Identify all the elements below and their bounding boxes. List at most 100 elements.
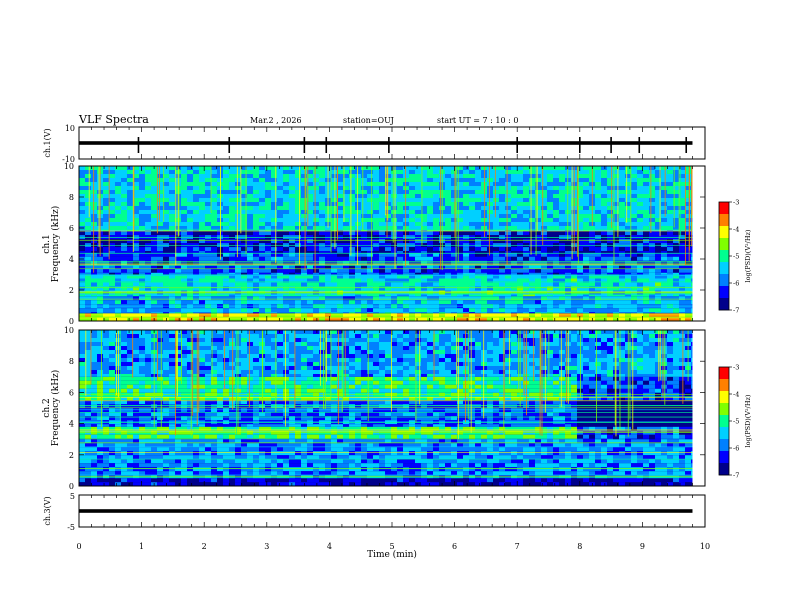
ch1-spec-cell — [463, 283, 469, 287]
ch1-spec-cell — [367, 295, 373, 297]
ch1-spec-cell — [397, 218, 403, 222]
ch1-spec-cell — [517, 206, 523, 210]
ch1-spec-cell — [265, 218, 271, 222]
ch1-spec-cell — [283, 308, 289, 312]
ch1-spec-cell — [583, 257, 589, 261]
ch1-spec-cell — [235, 275, 241, 279]
ch1-spec-cell — [229, 190, 235, 194]
ch1-spec-cell — [559, 214, 565, 218]
ch2-spec-cell — [661, 482, 667, 486]
ch1-spec-cell — [529, 273, 535, 275]
ch1-spec-cell — [121, 296, 127, 300]
ch1-spec-cell — [253, 308, 259, 312]
ch1-spec-cell — [637, 283, 643, 287]
ch1-spec-cell — [193, 178, 199, 182]
ch1-spec-cell — [541, 178, 547, 182]
ch1-spec-cell — [97, 312, 103, 313]
ch1-spec-cell — [229, 235, 235, 239]
ch1-spec-cell — [655, 308, 661, 312]
ch1-spec-cell — [187, 239, 193, 243]
ch1-spec-cell — [145, 170, 151, 174]
ch1-spec-cell — [481, 218, 487, 222]
ch1-spec-cell — [397, 273, 403, 275]
ch1-spec-cell — [373, 170, 379, 174]
ch1-spec-cell — [325, 247, 331, 251]
ch1-spec-cell — [223, 214, 229, 218]
ch2-spec-cell — [127, 478, 133, 482]
ch2-spec-cell — [301, 478, 307, 482]
ch1-spec-cell — [409, 214, 415, 218]
ch1-spec-cell — [355, 308, 361, 312]
ch1-spec-cell — [301, 283, 307, 287]
ch1-spec-cell — [259, 235, 265, 239]
ch1-spec-cell — [157, 210, 163, 214]
ch1-spec-cell — [523, 269, 529, 273]
ch1-spec-cell — [415, 178, 421, 182]
ch1-spec-cell — [649, 170, 655, 174]
ch1-spec-cell — [139, 194, 145, 198]
ch1-spec-cell — [343, 269, 349, 273]
ch1-spec-cell — [547, 235, 553, 239]
ch1-spec-cell — [595, 235, 601, 239]
ch1-spec-cell — [487, 231, 493, 235]
ch1-spec-cell — [643, 182, 649, 186]
ch1-spec-cell — [193, 194, 199, 198]
ch1-spec-cell — [637, 194, 643, 198]
ch2-spec-cell — [505, 478, 511, 482]
ch1-spec-ytick-label: 4 — [69, 255, 74, 264]
ch1-spec-cell — [313, 231, 319, 235]
ch1-spec-cell — [469, 174, 475, 178]
ch1-spec-cell — [271, 296, 277, 300]
ch1-spec-cell — [361, 218, 367, 222]
ch1-spec-cell — [559, 295, 565, 297]
ch2-spec-cell — [223, 482, 229, 486]
ch1-spec-cell — [433, 295, 439, 297]
ch1-spec-cell — [115, 174, 121, 178]
ch1-spec-cell — [133, 269, 139, 273]
ch1-spec-cell — [571, 300, 577, 304]
ch1-spec-cell — [649, 312, 655, 313]
ch1-spec-cell — [337, 257, 343, 261]
ch1-spec-cell — [295, 308, 301, 312]
ch1-spec-cell — [361, 235, 367, 239]
ch1-spec-cell — [559, 283, 565, 287]
ch1-spec-cell — [349, 170, 355, 174]
ch1-spec-cell — [187, 257, 193, 261]
ch1-spec-cell — [541, 198, 547, 202]
ch1-spec-cell — [667, 166, 673, 170]
ch1-spec-cell — [493, 269, 499, 273]
ch1-spec-cell — [493, 239, 499, 243]
ch1-spec-cell — [619, 257, 625, 261]
ch1-spec-cell — [409, 247, 415, 251]
ch1-spec-cell — [445, 295, 451, 297]
ch1-spec-cell — [517, 174, 523, 178]
ch1-spec-cell — [577, 312, 583, 313]
ch2-spec-cell — [211, 478, 217, 482]
ch1-spec-cell — [529, 295, 535, 297]
ch2-spec-cell — [145, 482, 151, 486]
ch1-spec-cell — [595, 202, 601, 206]
ch1-spec-cell — [253, 174, 259, 178]
ch1-spec-cell — [271, 275, 277, 279]
ch1-spec-cell — [547, 174, 553, 178]
ch2-spec-cell — [409, 478, 415, 482]
ch1-spec-cell — [199, 283, 205, 287]
ch1-spec-cell — [451, 295, 457, 297]
ch1-spec-cell — [319, 247, 325, 251]
ch1-spec-cell — [199, 239, 205, 243]
ch1-spec-cell — [595, 296, 601, 300]
ch1-spec-cell — [139, 222, 145, 226]
ch1-spec-cell — [523, 206, 529, 210]
ch1-spec-cell — [517, 222, 523, 226]
ch1-spec-cell — [601, 239, 607, 243]
ch2-spec-cell — [673, 478, 679, 482]
ch1-spec-cell — [685, 308, 691, 312]
ch2-spec-cell — [499, 482, 505, 486]
ch2-spec-cell — [277, 478, 283, 482]
ch1-spec-cell — [493, 273, 499, 275]
ch1-spec-cell — [469, 178, 475, 182]
ch1-spec-cell — [433, 218, 439, 222]
ch1-spec-cell — [547, 269, 553, 273]
ch1-spec-cell — [313, 239, 319, 243]
ch1-spec-cell — [493, 295, 499, 297]
